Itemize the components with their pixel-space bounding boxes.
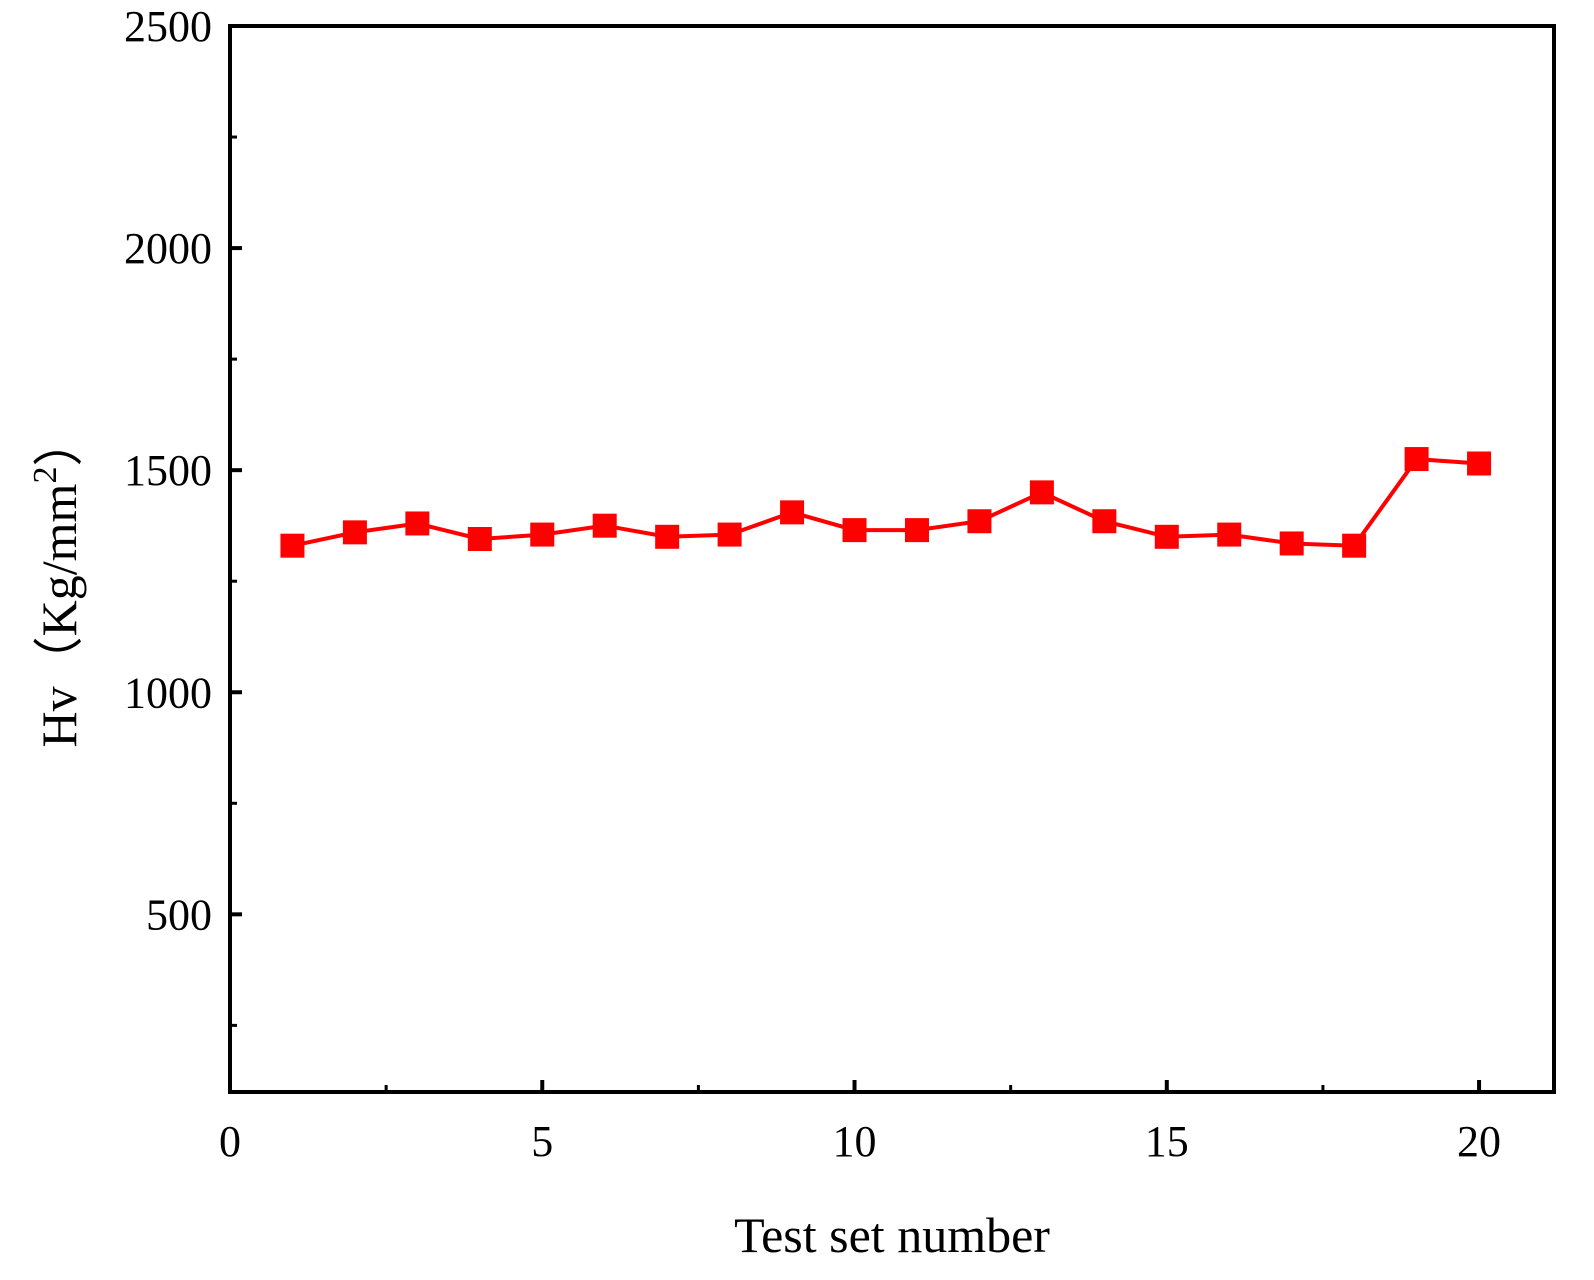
x-tick-label: 0 — [219, 1117, 241, 1166]
data-point — [842, 518, 867, 543]
data-point — [530, 522, 555, 547]
x-tick-label: 15 — [1145, 1117, 1189, 1166]
y-tick-label: 2500 — [124, 2, 212, 51]
data-point — [1467, 451, 1492, 476]
x-tick-label: 20 — [1457, 1117, 1501, 1166]
x-tick-label: 5 — [531, 1117, 553, 1166]
data-point — [280, 533, 305, 558]
data-point — [967, 509, 992, 534]
y-axis-title: Hv（Kg/mm2） — [27, 417, 87, 748]
y-axis-title-close: ） — [31, 417, 87, 467]
data-point — [717, 522, 742, 547]
data-point — [592, 513, 617, 538]
data-point — [1029, 480, 1054, 505]
y-tick-label: 2000 — [124, 224, 212, 273]
y-tick-label: 1000 — [124, 668, 212, 717]
data-point — [1092, 509, 1117, 534]
x-axis-title: Test set number — [734, 1207, 1050, 1263]
x-axis: 0 5 10 15 20 — [219, 1080, 1501, 1166]
data-point — [1404, 447, 1429, 472]
plot-frame — [228, 24, 1556, 1094]
y-tick-label: 500 — [146, 890, 212, 939]
x-tick-label: 10 — [833, 1117, 877, 1166]
data-point — [405, 511, 430, 536]
data-point — [467, 527, 492, 552]
y-tick-label: 1500 — [124, 446, 212, 495]
data-point — [342, 520, 367, 545]
data-point — [780, 500, 805, 525]
y-axis-title-main: Hv（Kg/mm — [31, 483, 87, 747]
data-point — [1217, 522, 1242, 547]
series-markers — [280, 447, 1492, 558]
data-point — [904, 518, 929, 543]
y-axis: 500 1000 1500 2000 2500 — [124, 2, 242, 1027]
data-point — [655, 524, 680, 549]
data-point — [1154, 524, 1179, 549]
data-point — [1279, 531, 1304, 556]
data-point — [1342, 533, 1367, 558]
y-axis-title-superscript: 2 — [27, 467, 64, 484]
plot-border — [228, 24, 1556, 1094]
